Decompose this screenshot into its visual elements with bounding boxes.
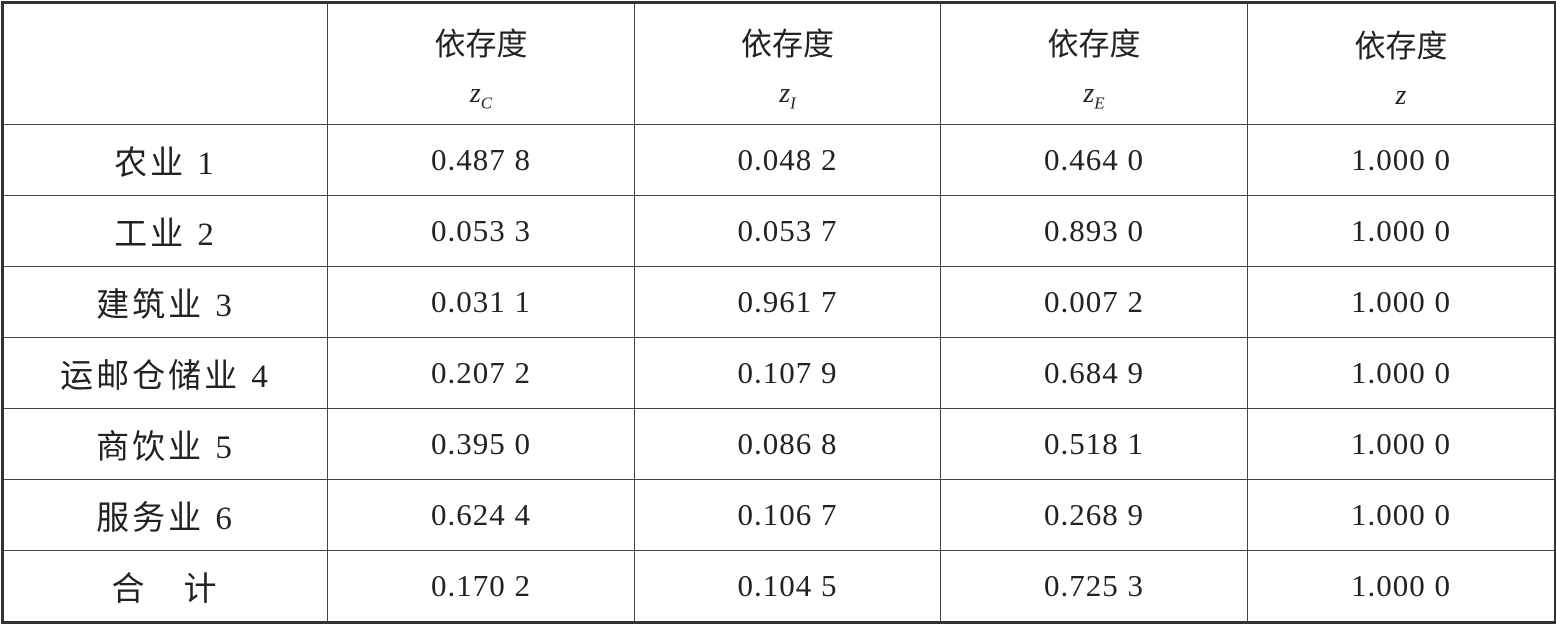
table-row: 农业 1 0.487 8 0.048 2 0.464 0 1.000 0 [2, 124, 1556, 196]
value-cell: 0.395 0 [327, 408, 635, 480]
value-cell: 0.007 2 [940, 266, 1248, 338]
value-cell: 0.961 7 [634, 266, 941, 338]
row-label: 运邮仓储业 4 [2, 337, 328, 409]
value-cell: 1.000 0 [1247, 550, 1556, 623]
row-label: 农业 1 [2, 124, 328, 196]
value-cell: 0.464 0 [940, 124, 1248, 196]
symbol-base: z [1395, 79, 1407, 111]
column-header: 依存度 zE [940, 2, 1248, 125]
column-header: 依存度 z [1247, 2, 1556, 125]
value-cell: 0.207 2 [327, 337, 635, 409]
value-cell: 1.000 0 [1247, 195, 1556, 267]
column-label: 依存度 [1354, 28, 1448, 64]
column-label: 依存度 [434, 26, 528, 62]
table-row: 建筑业 3 0.031 1 0.961 7 0.007 2 1.000 0 [2, 266, 1556, 338]
row-label: 商饮业 5 [2, 408, 328, 480]
value-cell: 0.053 3 [327, 195, 635, 267]
column-header: 依存度 zC [327, 2, 635, 125]
symbol-base: z [779, 77, 791, 109]
corner-cell [2, 2, 328, 125]
value-cell: 1.000 0 [1247, 337, 1556, 409]
column-symbol: zE [941, 78, 1247, 114]
symbol-base: z [1083, 77, 1095, 109]
symbol-subscript: E [1094, 93, 1105, 113]
value-cell: 0.518 1 [940, 408, 1248, 480]
row-label: 合 计 [2, 550, 328, 623]
value-cell: 0.487 8 [327, 124, 635, 196]
row-label: 服务业 6 [2, 479, 328, 551]
table-row: 商饮业 5 0.395 0 0.086 8 0.518 1 1.000 0 [2, 408, 1556, 480]
value-cell: 1.000 0 [1247, 124, 1556, 196]
value-cell: 0.170 2 [327, 550, 635, 623]
value-cell: 0.624 4 [327, 479, 635, 551]
row-label: 建筑业 3 [2, 266, 328, 338]
table-body: 农业 1 0.487 8 0.048 2 0.464 0 1.000 0 工业 2 0.05… [2, 124, 1556, 623]
value-cell: 1.000 0 [1247, 408, 1556, 480]
symbol-subscript: I [790, 93, 796, 113]
column-symbol: zC [328, 78, 634, 114]
value-cell: 0.106 7 [634, 479, 941, 551]
column-symbol: z [1248, 80, 1554, 112]
value-cell: 0.104 5 [634, 550, 941, 623]
value-cell: 0.048 2 [634, 124, 941, 196]
value-cell: 0.053 7 [634, 195, 941, 267]
value-cell: 1.000 0 [1247, 266, 1556, 338]
value-cell: 0.107 9 [634, 337, 941, 409]
value-cell: 0.031 1 [327, 266, 635, 338]
symbol-subscript: C [480, 93, 493, 113]
row-label: 工业 2 [2, 195, 328, 267]
header-row: 依存度 zC 依存度 zI 依存度 zE 依存度 z [2, 2, 1556, 125]
table-row: 工业 2 0.053 3 0.053 7 0.893 0 1.000 0 [2, 195, 1556, 267]
column-header: 依存度 zI [634, 2, 941, 125]
table-row: 运邮仓储业 4 0.207 2 0.107 9 0.684 9 1.000 0 [2, 337, 1556, 409]
table-row: 服务业 6 0.624 4 0.106 7 0.268 9 1.000 0 [2, 479, 1556, 551]
value-cell: 0.268 9 [940, 479, 1248, 551]
column-label: 依存度 [741, 26, 834, 62]
value-cell: 0.684 9 [940, 337, 1248, 409]
value-cell: 0.725 3 [940, 550, 1248, 623]
value-cell: 1.000 0 [1247, 479, 1556, 551]
value-cell: 0.086 8 [634, 408, 941, 480]
column-label: 依存度 [1047, 26, 1141, 62]
table-row: 合 计 0.170 2 0.104 5 0.725 3 1.000 0 [2, 550, 1556, 623]
column-symbol: zI [635, 78, 940, 114]
symbol-base: z [469, 77, 481, 109]
value-cell: 0.893 0 [940, 195, 1248, 267]
